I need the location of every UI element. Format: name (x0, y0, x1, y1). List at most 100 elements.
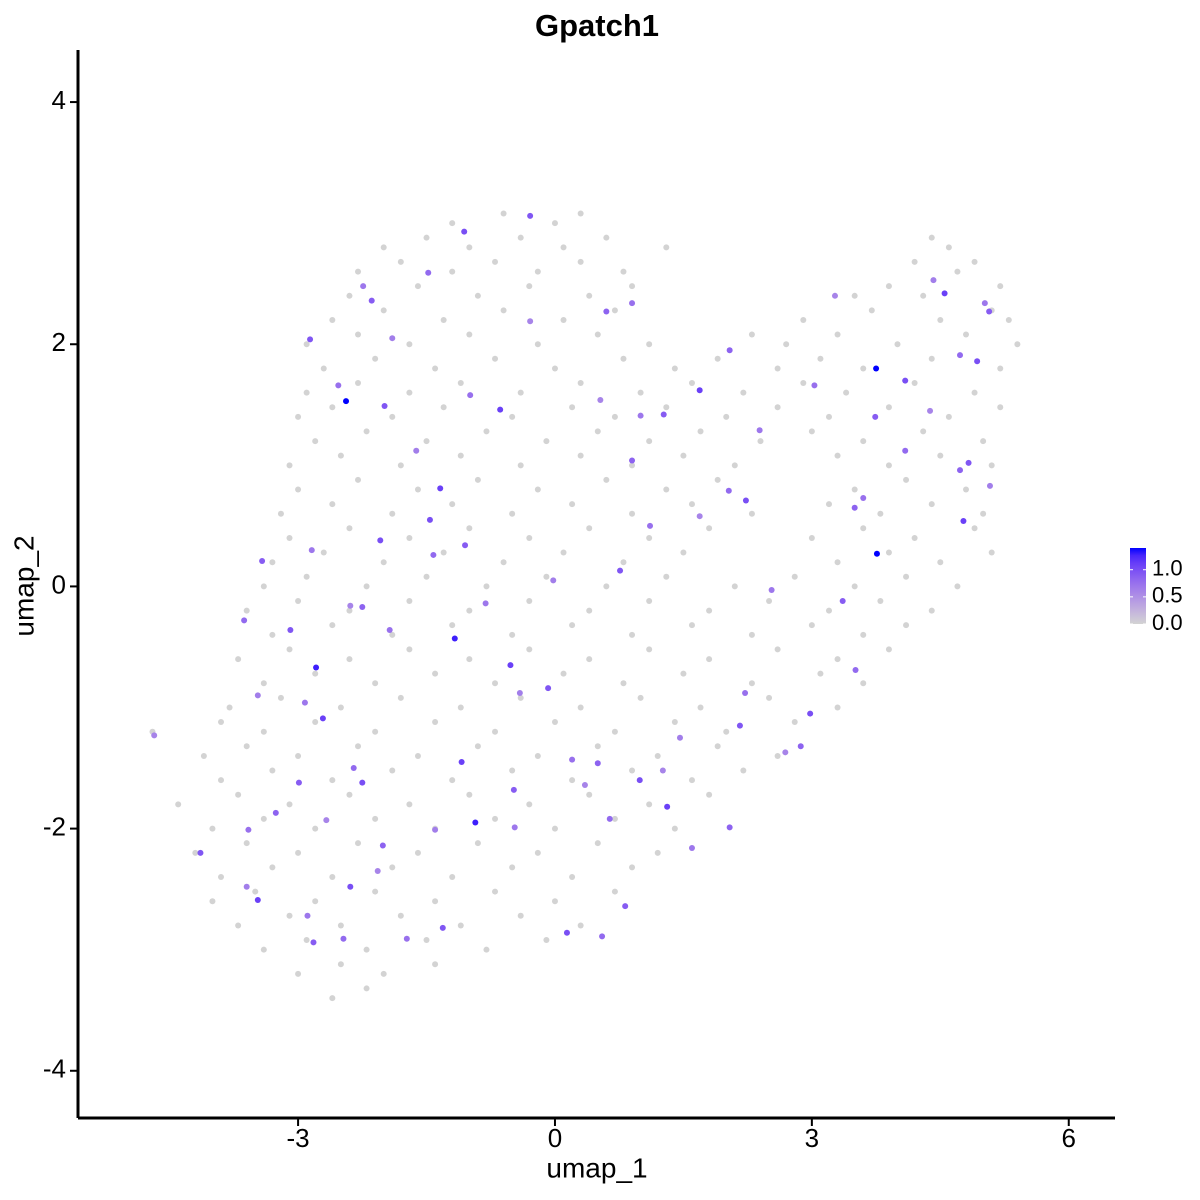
cell-point (927, 407, 934, 414)
cell-point (432, 719, 439, 726)
cell-point (714, 355, 721, 362)
cell-point (200, 752, 207, 759)
cell-point (637, 412, 644, 419)
cell-point (534, 341, 541, 348)
cell-point (374, 867, 381, 874)
cell-point (611, 815, 618, 822)
cell-point (467, 392, 474, 399)
cell-point (971, 525, 978, 532)
cell-point (817, 355, 824, 362)
cell-point (320, 365, 327, 372)
cell-point (980, 438, 987, 445)
cell-point (526, 597, 533, 604)
cell-point (304, 912, 311, 919)
cell-point (466, 791, 473, 798)
cell-point (534, 849, 541, 856)
cell-point (586, 292, 593, 299)
cell-point (406, 341, 413, 348)
cell-point (726, 824, 733, 831)
cell-point (569, 777, 576, 784)
cell-point (359, 604, 366, 611)
cell-point (577, 258, 584, 265)
cell-point (885, 646, 892, 653)
cell-point (603, 476, 610, 483)
cell-point (920, 292, 927, 299)
cell-point (337, 704, 344, 711)
cell-point (860, 680, 867, 687)
cell-point (397, 462, 404, 469)
cell-point (911, 379, 918, 386)
cell-point (680, 549, 687, 556)
cell-point (937, 559, 944, 566)
x-tick-label: 0 (548, 1123, 562, 1153)
cell-point (811, 382, 818, 389)
cell-point (534, 752, 541, 759)
cell-point (860, 631, 867, 638)
cell-point (368, 297, 375, 304)
cell-point (218, 874, 225, 881)
colorbar-tick-label: 1.0 (1152, 556, 1183, 581)
cell-point (423, 937, 430, 943)
cell-point (457, 452, 464, 459)
cell-point (218, 719, 225, 726)
cell-point (997, 283, 1004, 290)
cell-point (403, 935, 410, 942)
cell-point (517, 389, 524, 396)
cell-point (748, 680, 755, 687)
cell-point (243, 743, 250, 750)
cell-point (243, 607, 250, 614)
cell-point (346, 525, 353, 532)
cell-point (723, 728, 730, 735)
cell-point (432, 898, 439, 905)
cell-point (930, 277, 937, 284)
cell-point (706, 607, 713, 614)
cell-point (551, 825, 558, 832)
x-axis-label: umap_1 (546, 1152, 647, 1183)
cell-point (688, 501, 695, 508)
cell-point (492, 680, 499, 687)
cell-point (526, 801, 533, 808)
y-tick-label: -2 (43, 811, 66, 841)
cell-point (492, 258, 499, 265)
cell-point (310, 939, 317, 946)
cell-point (594, 840, 601, 847)
cell-point (872, 413, 879, 420)
cell-point (500, 307, 507, 314)
cell-point (337, 922, 344, 929)
cell-point (594, 428, 601, 435)
cell-point (425, 269, 432, 276)
cell-point (252, 888, 259, 895)
cell-point (550, 577, 557, 584)
cell-point (774, 646, 781, 653)
cell-point (482, 600, 489, 607)
cell-point (517, 912, 524, 919)
cell-point (543, 573, 550, 580)
cell-point (629, 864, 636, 871)
cell-point (343, 398, 350, 405)
cell-point (406, 646, 413, 653)
cell-point (209, 898, 216, 905)
cell-point (329, 874, 336, 881)
cell-point (748, 631, 755, 638)
cell-point (663, 244, 670, 251)
cell-point (432, 670, 439, 677)
cell-point (843, 389, 850, 396)
cell-point (534, 268, 541, 275)
cell-point (269, 559, 276, 566)
cell-point (466, 525, 473, 532)
cell-point (877, 597, 884, 604)
cell-point (740, 389, 747, 396)
cell-point (406, 534, 413, 541)
cell-point (620, 268, 627, 275)
cell-point (629, 462, 636, 469)
cell-point (307, 336, 314, 343)
cell-point (740, 767, 747, 774)
cell-point (516, 689, 523, 696)
cell-point (406, 597, 413, 604)
cell-point (372, 888, 379, 895)
cell-point (877, 510, 884, 517)
cell-point (423, 438, 430, 445)
cell-point (474, 743, 481, 750)
cell-point (603, 308, 610, 315)
cell-point (303, 937, 310, 943)
